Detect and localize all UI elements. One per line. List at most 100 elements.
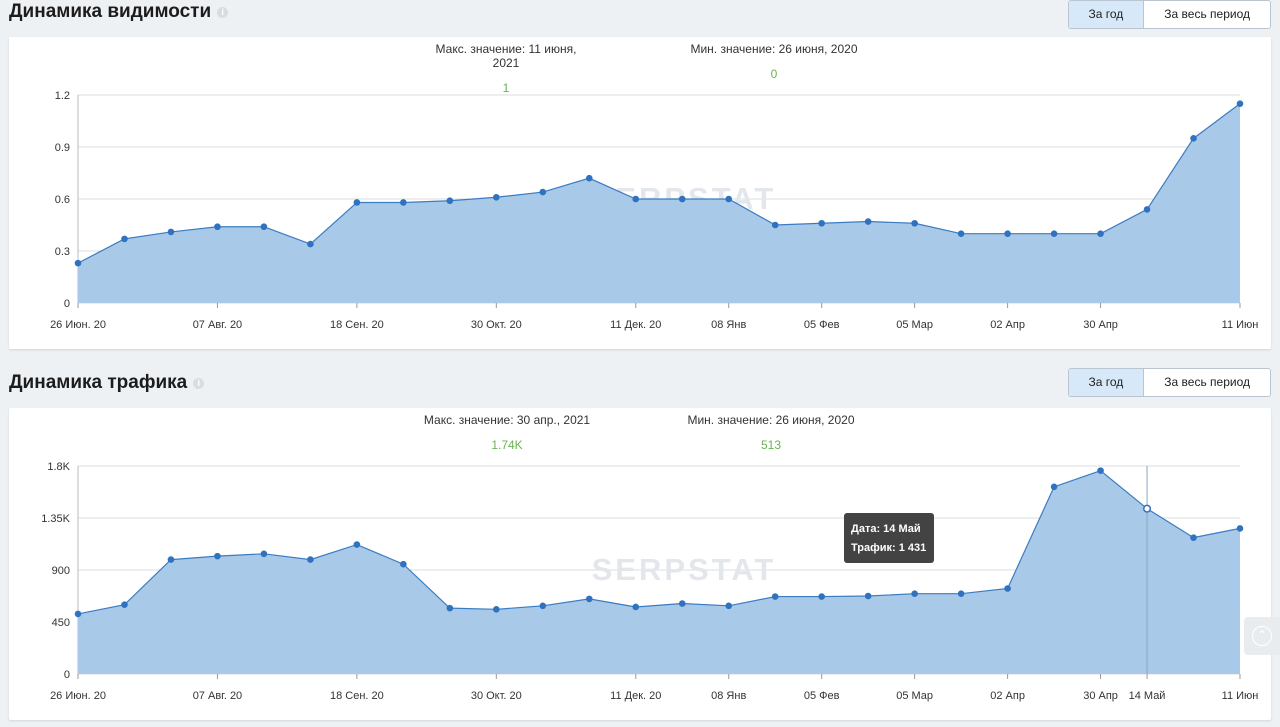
y-tick-label: 0 — [64, 669, 70, 681]
y-tick-label: 1.2 — [55, 90, 70, 102]
data-point — [493, 193, 500, 201]
data-point — [957, 590, 965, 597]
x-tick-label: 07 Авг. 20 — [193, 690, 243, 702]
visibility-min-stat: Мин. значение: 26 июня, 2020 0 — [687, 42, 861, 81]
x-tick-label: 14 Май — [1129, 690, 1166, 702]
x-tick-label: 18 Сен. 20 — [330, 319, 384, 331]
data-point — [771, 593, 779, 600]
min-value: 513 — [760, 438, 782, 452]
data-point — [678, 195, 686, 203]
x-tick-label: 11 Июн — [1222, 690, 1259, 702]
data-point — [1050, 230, 1058, 237]
data-point — [957, 230, 965, 237]
data-point — [167, 556, 175, 563]
y-tick-label: 450 — [52, 617, 70, 629]
data-point — [446, 604, 454, 612]
y-tick-label: 0.3 — [55, 246, 70, 258]
visibility-title-text: Динамика видимости — [9, 1, 212, 22]
data-point — [864, 592, 872, 600]
data-point — [539, 188, 547, 196]
data-point — [585, 595, 593, 603]
y-tick-label: 1.35K — [41, 513, 70, 525]
data-point — [864, 218, 872, 225]
data-point — [818, 219, 825, 227]
visibility-card: Макс. значение: 11 июня, 2021 1 Мин. зна… — [9, 37, 1271, 349]
max-label: Макс. значение: 11 июня, 2021 — [435, 42, 577, 70]
x-tick-label: 05 Фев — [804, 319, 840, 331]
x-tick-label: 30 Апр — [1083, 690, 1118, 702]
min-value: 0 — [770, 67, 778, 81]
data-point — [400, 199, 407, 206]
x-tick-label: 11 Июн — [1222, 319, 1259, 331]
info-icon[interactable]: i — [193, 377, 205, 389]
x-tick-label: 30 Окт. 20 — [471, 319, 522, 331]
y-tick-label: 0 — [64, 298, 70, 310]
data-point — [121, 601, 128, 608]
data-point — [1004, 230, 1011, 237]
period-all-button[interactable]: За весь период — [1144, 1, 1270, 28]
data-point — [1097, 467, 1104, 474]
series-area — [78, 103, 1240, 304]
data-point — [493, 605, 500, 613]
data-point — [260, 550, 268, 558]
data-point — [74, 610, 82, 618]
chevron-up-icon: ⌃ — [1252, 626, 1272, 646]
data-point — [74, 259, 82, 267]
min-label: Мин. значение: 26 июня, 2020 — [687, 413, 855, 427]
data-point — [1236, 525, 1244, 532]
x-tick-label: 30 Окт. 20 — [471, 690, 522, 702]
scroll-to-top-button[interactable]: ⌃ — [1244, 617, 1280, 655]
data-point — [1190, 534, 1197, 541]
data-point — [400, 560, 407, 568]
min-label: Мин. значение: 26 июня, 2020 — [690, 42, 858, 56]
data-point — [1142, 504, 1152, 513]
data-point — [632, 195, 640, 203]
data-point — [725, 195, 733, 203]
x-tick-label: 05 Фев — [804, 690, 840, 702]
max-value: 1 — [502, 81, 510, 95]
y-tick-label: 0.6 — [55, 194, 70, 206]
data-point — [1143, 206, 1151, 213]
data-point — [911, 219, 918, 227]
x-tick-label: 02 Апр — [990, 319, 1025, 331]
data-point — [539, 602, 547, 610]
watermark: SERPSTAT — [592, 552, 777, 587]
data-point — [585, 174, 593, 182]
period-year-button[interactable]: За год — [1068, 369, 1145, 396]
x-tick-label: 11 Дек. 20 — [610, 319, 661, 331]
data-point — [1050, 483, 1058, 491]
period-all-button[interactable]: За весь период — [1144, 369, 1270, 396]
data-point — [771, 221, 779, 229]
data-point — [260, 223, 268, 231]
x-tick-label: 30 Апр — [1083, 319, 1118, 331]
series-area — [78, 470, 1240, 674]
data-point — [214, 223, 221, 231]
tooltip-date: Дата: 14 Май — [851, 523, 921, 535]
data-point — [214, 552, 221, 560]
period-year-button[interactable]: За год — [1068, 1, 1145, 28]
series-line — [77, 469, 1241, 615]
y-tick-label: 0.9 — [55, 142, 70, 154]
data-point — [353, 199, 361, 206]
traffic-period-switch: За год За весь период — [1067, 368, 1271, 397]
traffic-card: Макс. значение: 30 апр., 2021 1.74K Мин.… — [9, 408, 1271, 720]
x-tick-label: 18 Сен. 20 — [330, 690, 384, 702]
traffic-min-stat: Мин. значение: 26 июня, 2020 513 — [683, 413, 859, 452]
x-tick-label: 05 Мар — [896, 319, 933, 331]
x-tick-label: 08 Янв — [711, 319, 746, 331]
tooltip-value: Трафик: 1 431 — [851, 542, 926, 554]
info-icon[interactable]: i — [217, 6, 229, 18]
x-tick-label: 26 Июн. 20 — [50, 319, 106, 331]
x-tick-label: 11 Дек. 20 — [610, 690, 661, 702]
data-point — [1004, 585, 1011, 592]
x-tick-label: 02 Апр — [990, 690, 1025, 702]
data-point — [307, 556, 314, 563]
data-point — [121, 235, 128, 243]
visibility-period-switch: За год За весь период — [1067, 0, 1271, 29]
traffic-max-stat: Макс. значение: 30 апр., 2021 1.74K — [421, 413, 593, 452]
visibility-title: Динамика видимости i — [9, 1, 229, 23]
data-point — [353, 541, 361, 548]
max-label: Макс. значение: 30 апр., 2021 — [423, 413, 591, 427]
data-point — [632, 603, 640, 611]
